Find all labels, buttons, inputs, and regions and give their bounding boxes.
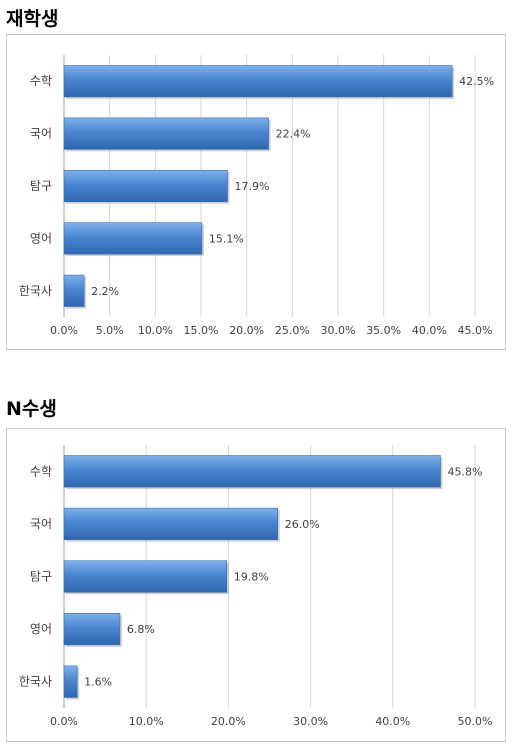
category-label: 수학: [30, 464, 52, 478]
bar-수학: [63, 65, 453, 98]
x-tick-label: 40.0%: [375, 715, 410, 728]
bar-국어: [63, 117, 269, 150]
value-label: 17.9%: [234, 180, 269, 193]
category-label: 탐구: [30, 179, 52, 193]
bar-수학: [63, 455, 441, 488]
bar-국어: [63, 507, 279, 540]
category-label: 수학: [30, 74, 52, 88]
value-label: 15.1%: [209, 232, 244, 245]
x-tick-label: 45.0%: [458, 324, 493, 337]
x-tick-label: 10.0%: [129, 715, 164, 728]
x-tick-label: 20.0%: [211, 715, 246, 728]
x-tick-label: 20.0%: [229, 324, 264, 337]
value-label: 6.8%: [127, 623, 155, 636]
x-tick-label: 25.0%: [275, 324, 310, 337]
value-label: 2.2%: [91, 285, 119, 298]
category-label: 탐구: [30, 570, 52, 584]
bar-탐구: [63, 560, 228, 593]
value-label: 26.0%: [285, 518, 320, 531]
section-title-students: 재학생: [6, 8, 59, 30]
value-label: 42.5%: [459, 75, 494, 88]
category-label: 국어: [30, 517, 52, 531]
value-label: 1.6%: [84, 676, 112, 689]
category-label: 영어: [30, 231, 52, 245]
value-label: 19.8%: [234, 571, 269, 584]
chart-repeat-students-box: 0.0% 10.0% 20.0% 30.0% 40.0% 50.0% 수학 45.8% 국어 26…: [6, 428, 506, 742]
category-label: 영어: [30, 622, 52, 636]
x-tick-label: 50.0%: [458, 715, 493, 728]
category-label: 한국사: [19, 284, 52, 298]
value-label: 45.8%: [447, 465, 482, 478]
x-tick-label: 15.0%: [184, 324, 219, 337]
category-label: 한국사: [19, 675, 52, 689]
x-tick-label: 0.0%: [50, 715, 78, 728]
category-label: 국어: [30, 127, 52, 141]
x-tick-label: 35.0%: [366, 324, 401, 337]
bar-한국사: [63, 665, 78, 698]
section-title-repeat-students: N수생: [6, 398, 57, 420]
x-tick-label: 0.0%: [50, 324, 78, 337]
value-label: 22.4%: [276, 128, 311, 141]
x-tick-label: 5.0%: [96, 324, 124, 337]
chart-students: 0.0% 5.0% 10.0% 15.0% 20.0% 25.0% 30.0% 35.0% 40…: [19, 55, 494, 337]
chart-repeat-students: 0.0% 10.0% 20.0% 30.0% 40.0% 50.0% 수학 45.8% 국어 26…: [19, 445, 493, 728]
x-tick-label: 30.0%: [293, 715, 328, 728]
bar-한국사: [63, 274, 85, 307]
x-tick-label: 30.0%: [321, 324, 356, 337]
x-tick-label: 10.0%: [138, 324, 173, 337]
bar-영어: [63, 222, 203, 255]
bar-탐구: [63, 169, 228, 203]
bar-영어: [63, 613, 121, 646]
chart-students-box: 0.0% 5.0% 10.0% 15.0% 20.0% 25.0% 30.0% 35.0% 40…: [6, 34, 506, 350]
x-tick-label: 40.0%: [412, 324, 447, 337]
